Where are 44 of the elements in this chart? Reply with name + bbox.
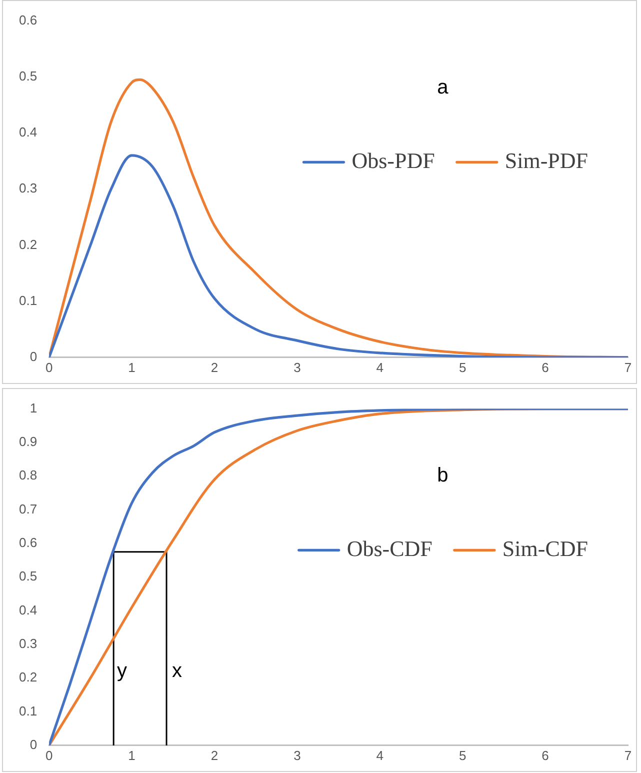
y-tick-label: 0 [30,348,38,364]
y-tick-label: 0.3 [18,636,38,651]
y-tick-label: 0.3 [18,180,38,196]
x-tick-label: 6 [542,748,549,763]
annotation: x [172,660,182,682]
legend-label: Obs-PDF [352,148,435,173]
legend-label: Sim-CDF [502,536,588,561]
y-tick-label: 0.5 [18,568,38,584]
y-tick-label: 0.6 [18,12,38,28]
y-tick-label: 1 [30,400,38,416]
x-tick-label: 3 [294,748,301,763]
y-tick-label: 0.2 [18,236,38,252]
x-tick-label: 2 [210,360,218,375]
x-tick-label: 4 [376,360,384,375]
x-tick-label: 0 [45,748,53,763]
legend-label: Sim-PDF [504,148,588,173]
y-tick-label: 0.9 [18,434,38,450]
y-tick-label: 0.4 [18,602,38,618]
x-tick-label: 2 [210,748,218,763]
line-series [49,408,628,746]
y-tick-label: 0.5 [18,68,38,84]
y-tick-label: 0.1 [18,703,38,718]
annotation: y [117,660,128,682]
x-tick-label: 7 [624,748,632,763]
y-tick-label: 0.4 [18,124,38,140]
x-tick-label: 5 [458,748,466,763]
x-tick-label: 1 [128,360,136,375]
y-tick-label: 0.7 [18,501,38,516]
x-tick-label: 1 [128,748,136,763]
x-tick-label: 6 [542,360,549,375]
x-tick-label: 4 [376,748,384,763]
y-tick-label: 0.2 [18,670,38,685]
y-tick-label: 0 [30,736,38,752]
annotation: a [437,76,450,99]
y-tick-label: 0.8 [18,468,38,483]
x-tick-label: 7 [624,360,632,375]
annotation: b [437,464,448,487]
y-tick-label: 0.6 [18,535,38,550]
x-tick-label: 3 [294,360,301,375]
x-tick-label: 5 [458,360,466,375]
y-tick-label: 0.1 [18,292,38,308]
line-series [49,154,628,358]
x-tick-label: 0 [45,360,53,375]
legend-label: Obs-CDF [346,536,432,561]
